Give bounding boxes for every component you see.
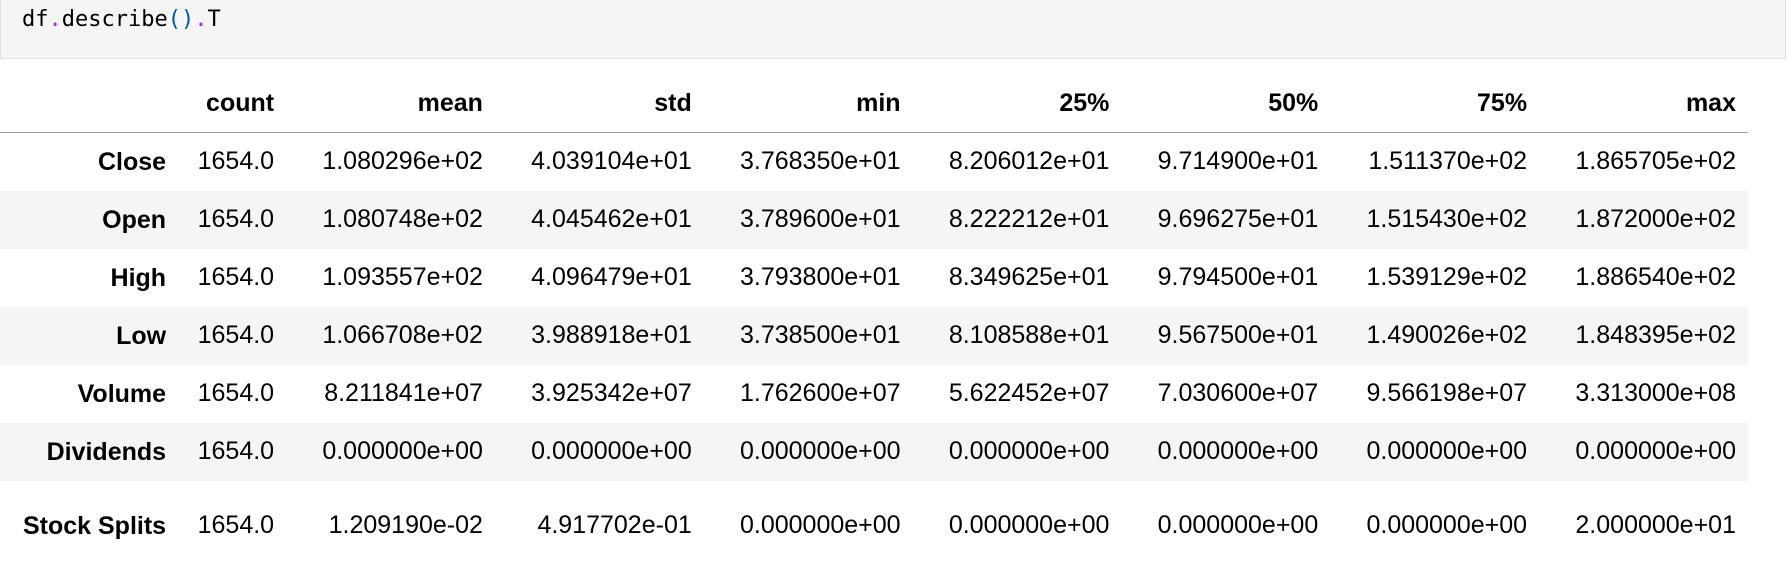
row-label: Volume bbox=[77, 379, 167, 408]
table-row: Dividends 1654.0 0.000000e+00 0.000000e+… bbox=[0, 422, 1748, 481]
table-cell: 9.567500e+01 bbox=[1157, 321, 1319, 349]
table-cell: 1654.0 bbox=[197, 205, 275, 233]
table-cell: 0.000000e+00 bbox=[948, 437, 1110, 465]
table-cell: 2.000000e+01 bbox=[1575, 511, 1736, 539]
row-label: Low bbox=[116, 321, 167, 350]
row-label: Stock Splits bbox=[22, 511, 167, 540]
index-header bbox=[0, 75, 179, 133]
row-label: Dividends bbox=[46, 437, 167, 466]
table-cell: 1.209190e-02 bbox=[328, 511, 483, 539]
table-cell: 7.030600e+07 bbox=[1157, 379, 1319, 407]
code-method: describe bbox=[61, 7, 168, 32]
table-row: Low 1654.0 1.066708e+02 3.988918e+01 3.7… bbox=[0, 306, 1748, 365]
code-parens: () bbox=[167, 7, 195, 32]
table-cell: 1.080748e+02 bbox=[322, 205, 483, 233]
table-cell: 1.093557e+02 bbox=[322, 263, 483, 291]
table-cell: 8.222212e+01 bbox=[948, 205, 1110, 233]
table-cell: 1.080296e+02 bbox=[322, 147, 483, 176]
table-cell: 0.000000e+00 bbox=[1575, 437, 1736, 465]
table-cell: 0.000000e+00 bbox=[739, 511, 901, 539]
table-cell: 1.762600e+07 bbox=[739, 379, 901, 407]
table-cell: 9.566198e+07 bbox=[1366, 379, 1528, 407]
row-label: Close bbox=[97, 147, 167, 176]
table-cell: 3.789600e+01 bbox=[739, 205, 901, 233]
table-cell: 1.886540e+02 bbox=[1575, 263, 1736, 291]
code-object: df bbox=[22, 7, 49, 32]
row-label: High bbox=[110, 263, 167, 292]
table-cell: 1.490026e+02 bbox=[1366, 321, 1528, 349]
code-dot: . bbox=[48, 7, 62, 32]
code-line[interactable]: df.describe().T bbox=[22, 6, 221, 34]
table-cell: 1.872000e+02 bbox=[1575, 205, 1736, 233]
table-row: Open 1654.0 1.080748e+02 4.045462e+01 3.… bbox=[0, 190, 1748, 249]
table-row: Volume 1654.0 8.211841e+07 3.925342e+07 … bbox=[0, 365, 1748, 423]
table-row: High 1654.0 1.093557e+02 4.096479e+01 3.… bbox=[0, 249, 1748, 307]
table-cell: 9.696275e+01 bbox=[1157, 205, 1319, 233]
column-header-75: 75% bbox=[1330, 75, 1540, 133]
code-cell[interactable]: df.describe().T bbox=[0, 0, 1786, 59]
table-cell: 1.066708e+02 bbox=[322, 321, 483, 349]
table-cell: 1654.0 bbox=[197, 511, 275, 539]
table-cell: 0.000000e+00 bbox=[1366, 511, 1528, 539]
table-cell: 0.000000e+00 bbox=[1366, 437, 1528, 465]
table-cell: 3.738500e+01 bbox=[739, 321, 901, 349]
table-cell: 4.917702e-01 bbox=[537, 511, 692, 539]
row-label: Open bbox=[102, 205, 167, 234]
table-cell: 4.039104e+01 bbox=[531, 147, 692, 176]
table-cell: 3.925342e+07 bbox=[531, 379, 692, 407]
table-cell: 5.622452e+07 bbox=[948, 379, 1110, 407]
table-cell: 1654.0 bbox=[197, 321, 275, 349]
column-header-50: 50% bbox=[1121, 75, 1331, 133]
table-body: Close 1654.0 1.080296e+02 4.039104e+01 3… bbox=[0, 133, 1748, 571]
table-cell: 3.793800e+01 bbox=[739, 263, 901, 291]
table-cell: 3.988918e+01 bbox=[531, 321, 692, 349]
code-attribute: T bbox=[207, 7, 221, 32]
table-cell: 4.045462e+01 bbox=[531, 205, 692, 233]
table-cell: 0.000000e+00 bbox=[322, 437, 483, 465]
table-cell: 3.768350e+01 bbox=[739, 147, 901, 176]
table-cell: 8.211841e+07 bbox=[324, 379, 483, 407]
table-cell: 0.000000e+00 bbox=[531, 437, 692, 465]
table-cell: 1.511370e+02 bbox=[1368, 147, 1528, 176]
table-cell: 0.000000e+00 bbox=[1157, 511, 1319, 539]
column-header-mean: mean bbox=[286, 75, 495, 133]
table-cell: 1.539129e+02 bbox=[1366, 263, 1528, 291]
table-row: Close 1654.0 1.080296e+02 4.039104e+01 3… bbox=[0, 133, 1748, 191]
table-cell: 8.206012e+01 bbox=[948, 147, 1110, 176]
table-cell: 8.349625e+01 bbox=[948, 263, 1110, 291]
table-cell: 0.000000e+00 bbox=[739, 437, 901, 465]
table-cell: 0.000000e+00 bbox=[948, 511, 1110, 539]
column-header-min: min bbox=[703, 75, 913, 133]
table-cell: 0.000000e+00 bbox=[1157, 437, 1319, 465]
column-header-25: 25% bbox=[912, 75, 1122, 133]
table-cell: 1654.0 bbox=[197, 437, 275, 465]
table-cell: 1654.0 bbox=[197, 379, 275, 407]
table-cell: 1654.0 bbox=[197, 147, 275, 176]
column-header-max: max bbox=[1539, 75, 1748, 133]
output-area: count mean std min 25% 50% 75% max Close… bbox=[0, 75, 1748, 571]
column-header-count: count bbox=[178, 75, 287, 133]
header-row: count mean std min 25% 50% 75% max bbox=[0, 75, 1748, 133]
table-cell: 4.096479e+01 bbox=[531, 263, 692, 291]
column-header-std: std bbox=[494, 75, 704, 133]
table-cell: 1654.0 bbox=[197, 263, 275, 291]
dataframe-table: count mean std min 25% 50% 75% max Close… bbox=[0, 75, 1748, 571]
table-cell: 1.848395e+02 bbox=[1575, 321, 1736, 349]
table-header: count mean std min 25% 50% 75% max bbox=[0, 75, 1748, 133]
table-cell: 9.714900e+01 bbox=[1157, 147, 1319, 176]
table-cell: 3.313000e+08 bbox=[1575, 379, 1736, 407]
table-cell: 8.108588e+01 bbox=[948, 321, 1110, 349]
table-cell: 1.865705e+02 bbox=[1575, 147, 1736, 176]
code-dot: . bbox=[194, 7, 208, 32]
table-cell: 9.794500e+01 bbox=[1157, 263, 1319, 291]
table-row: Stock Splits 1654.0 1.209190e-02 4.91770… bbox=[0, 481, 1748, 571]
table-cell: 1.515430e+02 bbox=[1366, 205, 1528, 233]
